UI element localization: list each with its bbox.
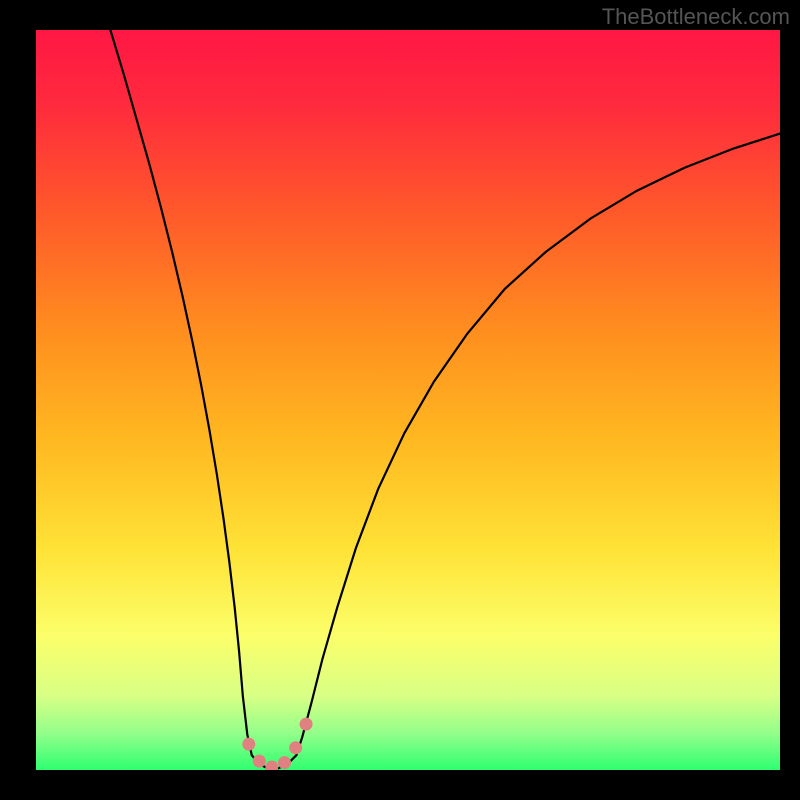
figure-container: TheBottleneck.com bbox=[0, 0, 800, 800]
plot-svg bbox=[36, 30, 780, 770]
marker-point bbox=[278, 756, 291, 769]
plot-background bbox=[36, 30, 780, 770]
marker-point bbox=[289, 741, 302, 754]
marker-point bbox=[300, 718, 313, 731]
plot-area bbox=[36, 30, 780, 770]
watermark-text: TheBottleneck.com bbox=[602, 4, 790, 30]
marker-point bbox=[242, 738, 255, 751]
marker-point bbox=[253, 755, 266, 768]
